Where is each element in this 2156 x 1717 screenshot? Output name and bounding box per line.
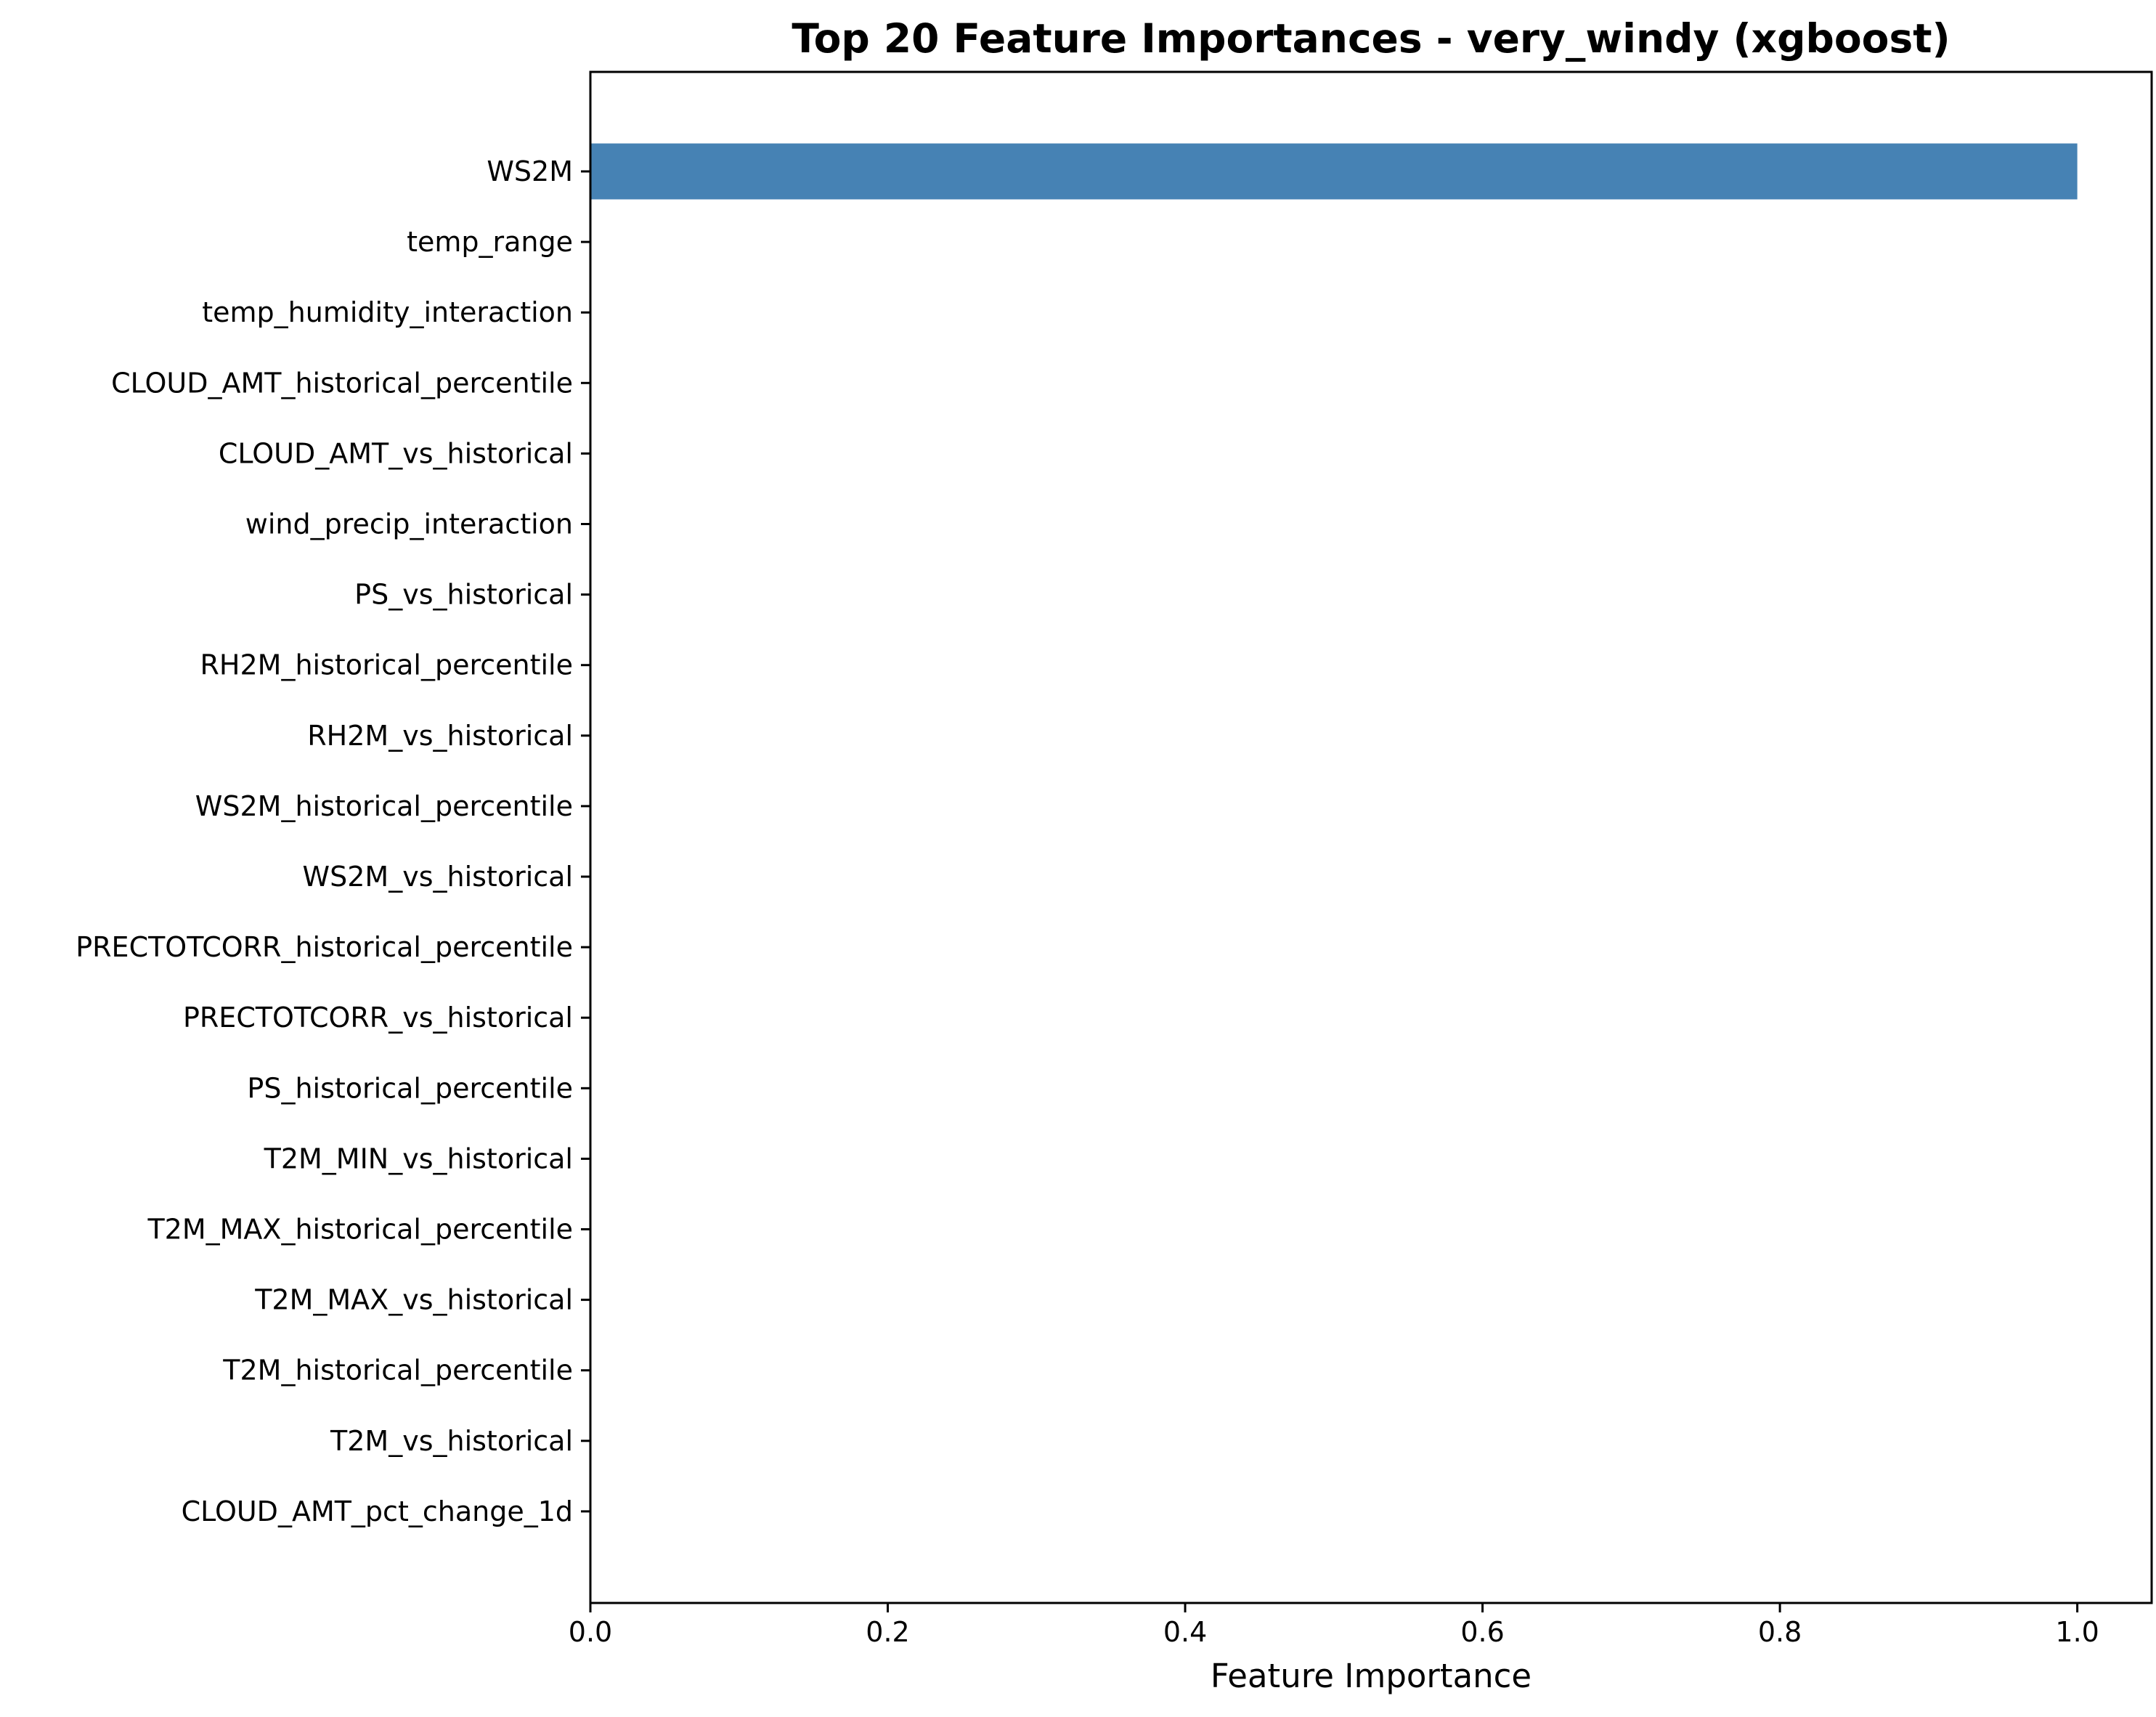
bars-layer xyxy=(590,143,2078,200)
x-axis-ticks: 0.0 0.2 0.4 0.6 0.8 1.0 xyxy=(569,1603,2099,1648)
x-tick-label: 0.4 xyxy=(1163,1616,1207,1648)
y-tick-label: PS_vs_historical xyxy=(354,579,573,611)
chart-title: Top 20 Feature Importances - very_windy … xyxy=(792,15,1950,62)
y-tick-label: wind_precip_interaction xyxy=(245,508,573,540)
y-tick-label: T2M_MAX_vs_historical xyxy=(254,1284,573,1316)
y-tick-label: PS_historical_percentile xyxy=(247,1072,573,1104)
y-tick-label: PRECTOTCORR_vs_historical xyxy=(183,1002,573,1034)
x-tick-label: 0.0 xyxy=(569,1616,612,1648)
y-tick-label: RH2M_historical_percentile xyxy=(200,649,573,681)
y-tick-label: temp_humidity_interaction xyxy=(202,296,573,328)
y-tick-label: PRECTOTCORR_historical_percentile xyxy=(76,931,573,963)
y-tick-label: WS2M xyxy=(487,155,573,187)
y-axis-ticks: WS2M temp_range temp_humidity_interaction C… xyxy=(76,155,590,1527)
y-tick-label: temp_range xyxy=(407,226,573,258)
y-tick-label: T2M_historical_percentile xyxy=(222,1355,573,1387)
y-tick-label: T2M_MAX_historical_percentile xyxy=(147,1214,573,1246)
y-tick-label: WS2M_historical_percentile xyxy=(195,790,573,822)
bar-WS2M xyxy=(590,143,2078,200)
y-tick-label: T2M_vs_historical xyxy=(330,1425,573,1457)
y-tick-label: RH2M_vs_historical xyxy=(307,720,573,752)
y-tick-label: WS2M_vs_historical xyxy=(303,861,573,893)
plot-frame xyxy=(589,70,2153,1604)
x-axis-label: Feature Importance xyxy=(1211,1657,1531,1695)
x-tick-label: 0.2 xyxy=(866,1616,909,1648)
y-tick-label: CLOUD_AMT_historical_percentile xyxy=(111,367,573,399)
x-tick-label: 1.0 xyxy=(2055,1616,2099,1648)
x-tick-label: 0.6 xyxy=(1460,1616,1504,1648)
y-tick-label: CLOUD_AMT_vs_historical xyxy=(219,437,573,469)
y-tick-label: CLOUD_AMT_pct_change_1d xyxy=(182,1495,573,1527)
x-tick-label: 0.8 xyxy=(1758,1616,1802,1648)
y-tick-label: T2M_MIN_vs_historical xyxy=(264,1142,573,1174)
